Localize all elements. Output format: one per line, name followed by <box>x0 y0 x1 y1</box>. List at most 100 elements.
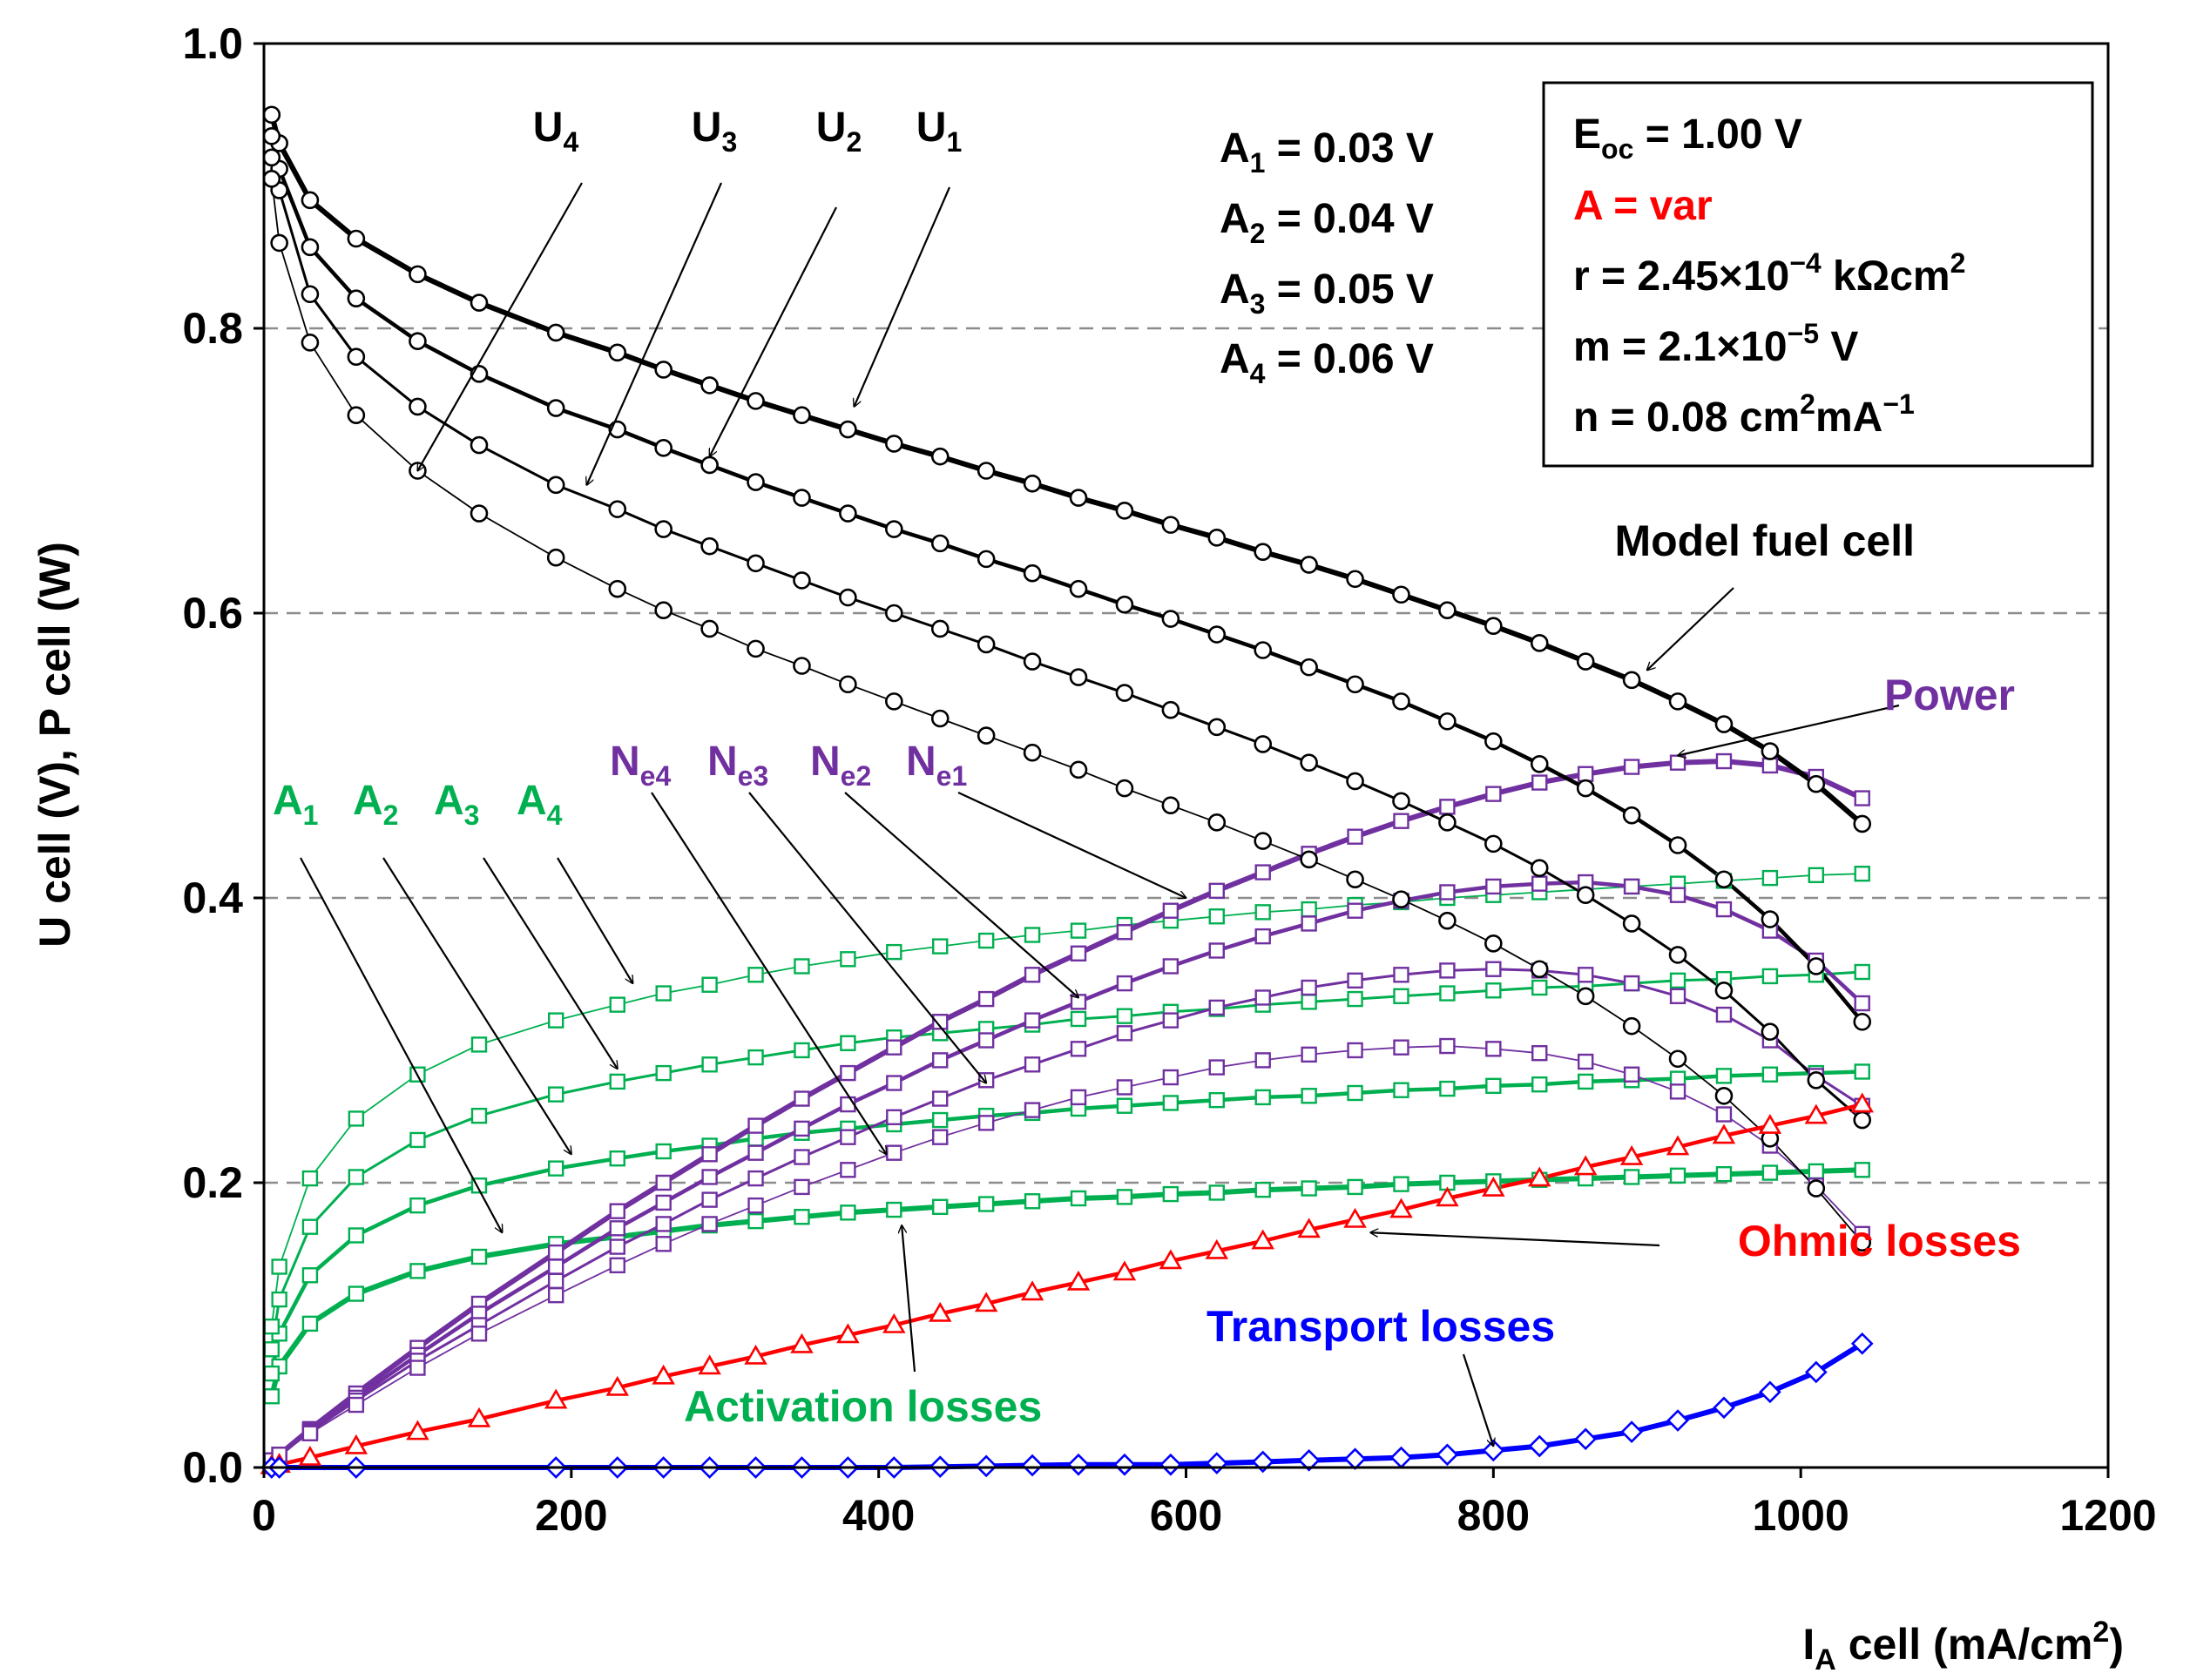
point-u1-23 <box>1346 570 1364 589</box>
point-a2-8 <box>655 1143 672 1160</box>
point-ne2-18 <box>1116 975 1133 992</box>
point-ne4-15 <box>977 1115 995 1131</box>
point-ne2-29 <box>1623 878 1640 895</box>
point-ohmic-losses-29 <box>1619 1144 1644 1165</box>
point-ohmic-losses-20 <box>1205 1238 1229 1259</box>
x-axis-label: IA cell (mA/cm2) <box>1802 1616 2124 1677</box>
point-u4-13 <box>885 692 903 711</box>
point-u2-34 <box>1853 1012 1872 1031</box>
point-ne3-12 <box>840 1129 856 1145</box>
point-ne1-8 <box>655 1174 672 1191</box>
point-ne3-6 <box>547 1272 564 1290</box>
point-u4-15 <box>977 726 996 745</box>
point-a4-20 <box>1208 908 1225 925</box>
point-ne2-13 <box>886 1075 902 1091</box>
point-ne4-3 <box>348 1396 365 1413</box>
point-u2-24 <box>1392 692 1410 711</box>
point-a3-17 <box>1070 1010 1087 1028</box>
point-a1-4 <box>409 1263 426 1279</box>
point-ne4-21 <box>1254 1052 1271 1069</box>
point-ohmic-losses-4 <box>406 1420 429 1440</box>
point-u1-33 <box>1807 774 1826 793</box>
point-a1-16 <box>1024 1193 1041 1210</box>
point-u3-20 <box>1207 718 1227 737</box>
point-ne1-17 <box>1070 945 1087 961</box>
point-ne4-16 <box>1024 1102 1041 1118</box>
point-ne4-10 <box>747 1197 764 1214</box>
point-ohmic-losses-13 <box>882 1312 906 1333</box>
point-a1-21 <box>1254 1181 1271 1198</box>
point-a1-13 <box>886 1201 902 1218</box>
point-ne1-9 <box>701 1146 718 1163</box>
point-a1-0 <box>263 1388 281 1405</box>
point-u2-3 <box>347 289 366 307</box>
point-a3-23 <box>1347 990 1363 1008</box>
point-ohmic-losses-24 <box>1389 1198 1413 1218</box>
point-a3-18 <box>1116 1008 1133 1024</box>
point-a2-19 <box>1162 1095 1179 1111</box>
point-ne3-10 <box>747 1170 764 1187</box>
point-u4-6 <box>546 548 565 567</box>
point-a3-32 <box>1761 968 1779 985</box>
point-u2-13 <box>885 520 903 538</box>
point-u1-5 <box>470 293 489 312</box>
point-ne2-15 <box>977 1032 995 1049</box>
point-ne1-25 <box>1439 799 1456 815</box>
point-ne1-31 <box>1715 752 1733 770</box>
point-transport-losses-30 <box>1804 1360 1828 1384</box>
point-u1-2 <box>301 191 320 210</box>
point-u1-16 <box>1023 474 1042 493</box>
point-a3-30 <box>1669 972 1686 989</box>
point-ne1-6 <box>547 1244 564 1261</box>
point-u3-12 <box>839 588 857 607</box>
param-m: m = 2.1×10−5 V <box>1573 318 1858 370</box>
point-ne2-12 <box>840 1096 856 1113</box>
point-ohmic-losses-11 <box>790 1333 814 1353</box>
point-ohmic-losses-12 <box>836 1323 860 1344</box>
point-ne2-21 <box>1254 928 1271 945</box>
label-a2: A2 <box>353 778 398 831</box>
point-a3-34 <box>1854 963 1870 981</box>
point-a1-3 <box>348 1285 365 1302</box>
point-u1-14 <box>930 447 950 466</box>
point-ne4-20 <box>1208 1059 1225 1076</box>
point-ne2-26 <box>1485 878 1502 895</box>
point-u3-34 <box>1853 1110 1872 1130</box>
point-ne2-20 <box>1208 942 1225 959</box>
point-a2-2 <box>301 1267 319 1284</box>
point-a1-17 <box>1070 1190 1087 1207</box>
point-ne2-22 <box>1301 915 1317 932</box>
point-u4-18 <box>1115 779 1134 798</box>
point-ne1-19 <box>1162 902 1179 919</box>
point-a2-18 <box>1116 1097 1133 1114</box>
point-ne1-27 <box>1531 774 1548 791</box>
point-u2-17 <box>1069 579 1088 598</box>
label-ne3: Ne3 <box>707 739 768 792</box>
point-a4-2 <box>301 1170 319 1187</box>
point-a2-6 <box>547 1160 564 1177</box>
point-a3-9 <box>701 1056 718 1073</box>
x-tick-label-2: 400 <box>842 1491 915 1540</box>
point-a2-22 <box>1301 1088 1317 1104</box>
point-ne2-31 <box>1715 901 1733 918</box>
arrow-u1 <box>854 186 951 407</box>
point-ne3-28 <box>1577 967 1594 983</box>
point-u2-27 <box>1530 755 1549 773</box>
point-ohmic-losses-8 <box>652 1364 675 1385</box>
y-tick-label-3: 0.6 <box>182 589 243 638</box>
point-a2-7 <box>609 1150 625 1167</box>
point-transport-losses-16 <box>1159 1453 1182 1476</box>
y-tick-label-5: 1.0 <box>182 19 243 68</box>
point-u3-7 <box>608 500 627 518</box>
point-ne4-14 <box>932 1129 949 1145</box>
point-a2-24 <box>1393 1082 1409 1098</box>
point-ne2-25 <box>1439 884 1456 901</box>
point-u3-25 <box>1438 813 1457 832</box>
point-ne4-7 <box>609 1257 625 1274</box>
point-transport-losses-27 <box>1666 1409 1689 1432</box>
point-a2-23 <box>1347 1084 1363 1102</box>
point-u2-30 <box>1668 836 1687 854</box>
point-u2-12 <box>839 504 857 523</box>
point-u3-8 <box>654 520 673 538</box>
point-ne4-19 <box>1162 1069 1179 1086</box>
